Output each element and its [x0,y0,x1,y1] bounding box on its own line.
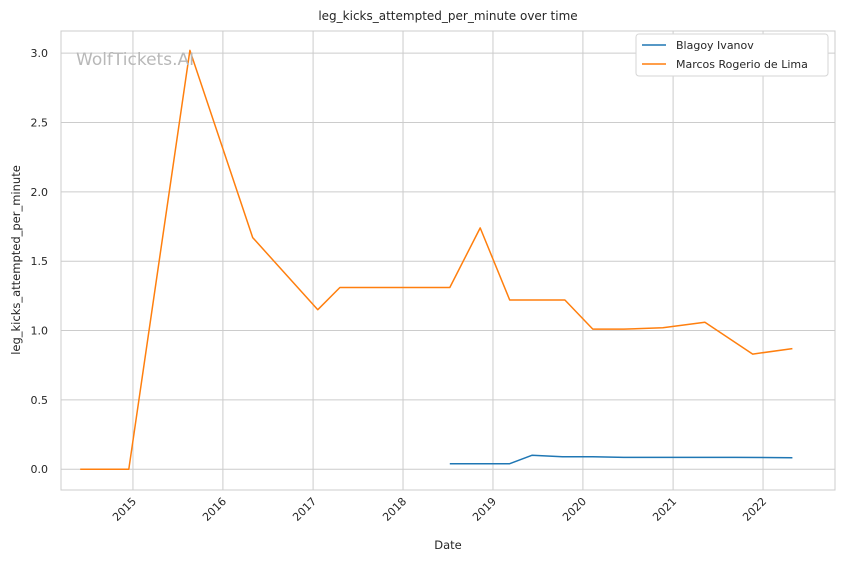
x-axis-label: Date [434,538,462,552]
y-tick-label: 2.0 [31,186,49,199]
y-axis-ticks: 0.0 0.5 1.0 1.5 2.0 2.5 3.0 [31,47,49,476]
x-tick-label: 2019 [470,495,499,524]
legend: Blagoy Ivanov Marcos Rogerio de Lima [635,33,829,77]
legend-label-blagoy-ivanov: Blagoy Ivanov [676,39,754,52]
series-line-marcos-rogerio-de-lima [80,49,793,470]
plot-area [61,31,835,490]
x-tick-label: 2016 [200,495,229,524]
y-tick-label: 1.5 [31,255,49,268]
x-axis-ticks: 2015 2016 2017 2018 2019 2020 2021 2022 [110,495,769,524]
y-tick-label: 0.0 [31,463,49,476]
chart-title: leg_kicks_attempted_per_minute over time [318,9,577,23]
series-line-blagoy-ivanov [449,454,793,465]
watermark: WolfTickets.AI [76,50,194,70]
x-tick-label: 2020 [560,495,589,524]
plot-frame [60,30,836,491]
x-tick-label: 2021 [650,495,679,524]
x-tick-label: 2018 [380,495,409,524]
y-tick-label: 3.0 [31,47,49,60]
x-tick-label: 2015 [110,495,139,524]
x-tick-label: 2022 [740,495,769,524]
series-layer [80,49,793,470]
legend-box [635,33,829,77]
legend-label-marcos-rogerio-de-lima: Marcos Rogerio de Lima [676,58,808,71]
y-tick-label: 1.0 [31,325,49,338]
x-tick-label: 2017 [290,495,319,524]
y-tick-label: 0.5 [31,394,49,407]
grid [61,31,835,490]
y-axis-label: leg_kicks_attempted_per_minute [9,165,23,355]
y-tick-label: 2.5 [31,117,49,130]
